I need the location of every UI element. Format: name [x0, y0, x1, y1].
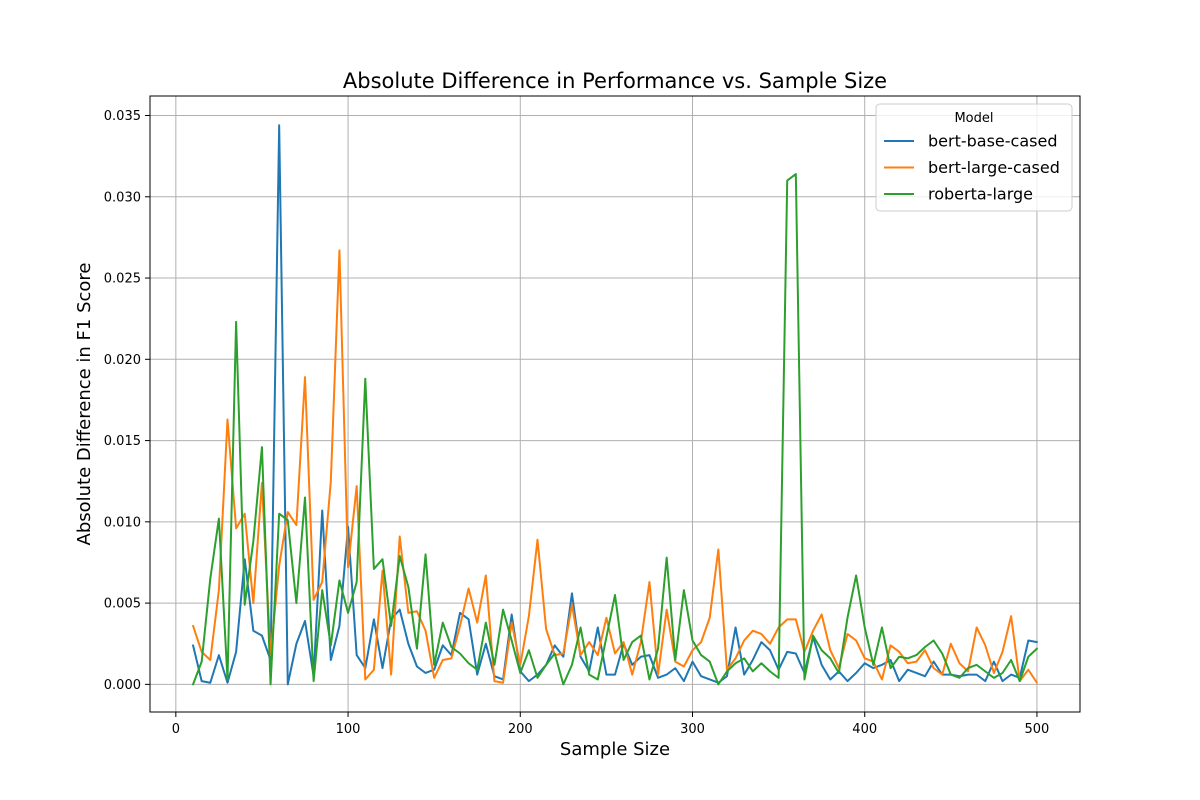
y-tick-label: 0.010 [104, 515, 141, 530]
y-axis: 0.000 0.005 0.010 0.015 0.020 0.025 0.030 0.035 [104, 109, 150, 693]
legend-frame [875, 103, 1073, 212]
x-tick-label: 500 [1025, 722, 1050, 737]
x-tick-label: 400 [852, 722, 877, 737]
x-axis: 0 100 200 300 400 500 [172, 712, 1050, 737]
y-axis-title: Absolute Difference in F1 Score [74, 263, 95, 546]
y-tick-label: 0.000 [104, 678, 141, 693]
legend-label: bert-base-cased [928, 132, 1057, 151]
y-tick-label: 0.035 [104, 109, 141, 124]
y-tick-label: 0.015 [104, 434, 141, 449]
plot-frame [149, 95, 1081, 713]
chart-title: Absolute Difference in Performance vs. S… [343, 69, 887, 93]
x-tick-label: 300 [680, 722, 705, 737]
legend-title: Model [954, 111, 993, 126]
series-line-roberta-large [192, 173, 1038, 686]
x-tick-label: 100 [336, 722, 361, 737]
y-tick-label: 0.020 [104, 353, 141, 368]
legend: Model bert-base-cased bert-large-cased rob… [875, 103, 1073, 212]
y-tick-label: 0.030 [104, 190, 141, 205]
y-tick-label: 0.025 [104, 272, 141, 287]
legend-label: roberta-large [928, 185, 1033, 204]
series-lines [192, 124, 1038, 686]
series-line-bert-large-cased [192, 249, 1038, 684]
grid-lines [150, 96, 1080, 712]
series-line-bert-base-cased [192, 124, 1038, 686]
y-tick-label: 0.005 [104, 597, 141, 612]
x-tick-label: 0 [172, 722, 180, 737]
legend-label: bert-large-cased [928, 158, 1060, 177]
x-axis-title: Sample Size [560, 739, 670, 760]
x-tick-label: 200 [508, 722, 533, 737]
